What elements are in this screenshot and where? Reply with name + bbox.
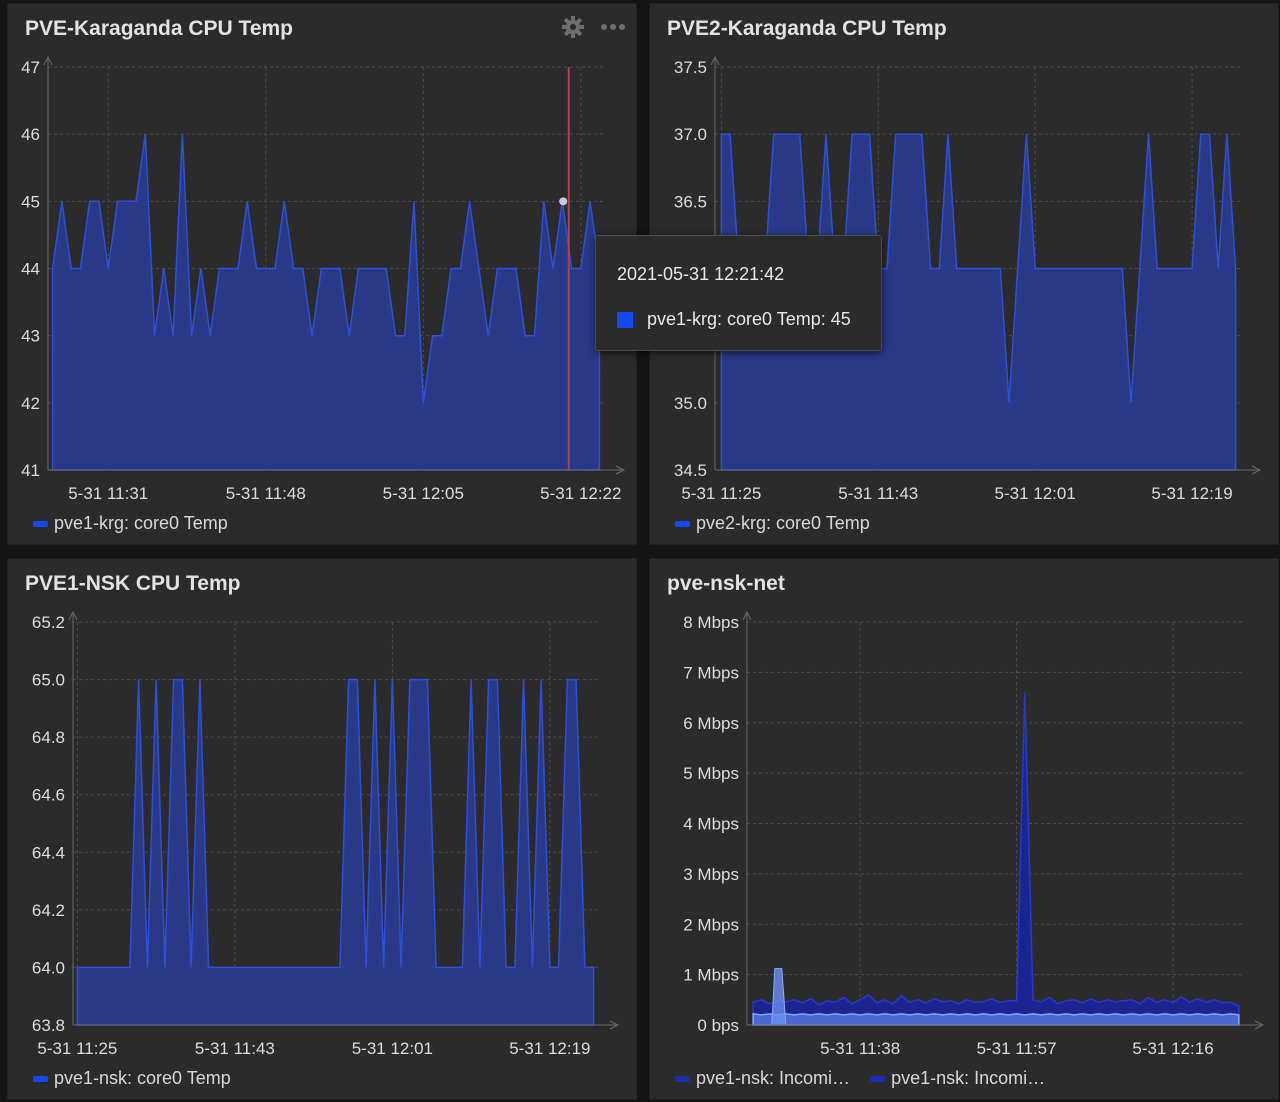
series-area[interactable] — [752, 692, 1240, 1026]
gear-icon[interactable] — [560, 14, 586, 40]
series-area[interactable] — [752, 1013, 1240, 1026]
y-tick-label: 42 — [21, 394, 40, 413]
chart-tooltip: 2021-05-31 12:21:42 pve1-krg: core0 Temp… — [595, 235, 882, 351]
more-icon[interactable] — [600, 14, 626, 40]
y-tick-label: 47 — [21, 58, 40, 77]
tooltip-series-label: pve1-krg: core0 Temp: 45 — [647, 309, 851, 329]
legend-label: pve2-krg: core0 Temp — [696, 513, 870, 533]
panel-title[interactable]: pve-nsk-net — [667, 572, 785, 595]
y-tick-label: 36.5 — [674, 192, 707, 211]
y-tick-label: 64.0 — [32, 958, 65, 977]
legend-swatch — [33, 520, 48, 527]
tooltip-row: pve1-krg: core0 Temp: 45 — [617, 309, 851, 330]
y-tick-label: 3 Mbps — [683, 865, 739, 884]
tooltip-time: 2021-05-31 12:21:42 — [617, 264, 785, 284]
x-tick-label: 5-31 12:05 — [383, 484, 464, 503]
y-tick-label: 41 — [21, 461, 40, 480]
y-tick-label: 4 Mbps — [683, 815, 739, 834]
series-area[interactable] — [76, 678, 595, 1026]
x-tick-label: 5-31 12:01 — [995, 484, 1076, 503]
chart-pve1-nsk-cpu-temp[interactable]: 63.8 64.0 64.2 64.4 64.6 64.8 65.0 65.2 5-31 11:… — [8, 559, 636, 1099]
tooltip-swatch — [617, 311, 633, 328]
panel-pve-karaganda-cpu-temp: PVE-Karaganda CPU Temp — [7, 3, 637, 545]
y-tick-label: 45 — [21, 192, 40, 211]
legend-swatch — [675, 1075, 690, 1082]
x-tick-label: 5-31 11:25 — [681, 484, 761, 503]
legend: pve1-nsk: core0 Temp — [33, 1068, 231, 1089]
x-tick-label: 5-31 11:57 — [977, 1039, 1057, 1058]
y-tick-label: 64.8 — [32, 728, 65, 747]
x-tick-label: 5-31 12:19 — [509, 1039, 590, 1058]
y-tick-label: 43 — [21, 327, 40, 346]
x-tick-label: 5-31 11:43 — [195, 1039, 275, 1058]
x-tick-label: 5-31 11:48 — [226, 484, 306, 503]
y-tick-label: 64.4 — [32, 843, 65, 862]
chart-pve-nsk-net[interactable]: 0 bps 1 Mbps 2 Mbps 3 Mbps 4 Mbps 5 Mbps 6 Mbp… — [650, 559, 1278, 1099]
y-axis-arrow — [710, 55, 720, 66]
legend-swatch — [870, 1075, 886, 1082]
y-axis-arrow — [68, 610, 78, 621]
legend-item[interactable]: pve1-nsk: core0 Temp — [33, 1068, 231, 1089]
x-tick-label: 5-31 11:31 — [68, 484, 148, 503]
y-tick-label: 63.8 — [32, 1016, 65, 1035]
y-tick-label: 8 Mbps — [683, 613, 739, 632]
legend-label: pve1-nsk: Incomi… — [696, 1068, 851, 1088]
legend-item[interactable]: pve1-krg: core0 Temp — [33, 513, 228, 534]
x-axis-arrow — [615, 465, 626, 475]
y-tick-label: 37.0 — [674, 125, 707, 144]
x-tick-label: 5-31 11:25 — [37, 1039, 117, 1058]
y-tick-label: 65.0 — [32, 671, 65, 690]
x-tick-label: 5-31 11:38 — [820, 1039, 900, 1058]
x-tick-label: 5-31 12:16 — [1132, 1039, 1213, 1058]
x-tick-label: 5-31 12:01 — [352, 1039, 433, 1058]
x-axis-arrow — [1251, 465, 1262, 475]
panel-pve2-karaganda-cpu-temp: PVE2-Karaganda CPU Temp 34.535.035.536.0… — [649, 3, 1279, 545]
legend-label: pve1-nsk: core0 Temp — [54, 1068, 231, 1088]
panel-title[interactable]: PVE1-NSK CPU Temp — [25, 572, 241, 595]
x-tick-label: 5-31 12:19 — [1151, 484, 1232, 503]
y-tick-label: 7 Mbps — [683, 663, 739, 682]
y-tick-label: 35.0 — [674, 394, 707, 413]
chart-pve-karaganda-cpu-temp[interactable]: 41 42 43 44 45 46 47 5-31 11:31 5-31 11:48 5-31 1… — [8, 4, 636, 544]
series-spike — [771, 968, 787, 1026]
legend-label: pve1-nsk: Incomi… — [891, 1068, 1046, 1088]
legend-swatch — [33, 1075, 48, 1082]
panel-title[interactable]: PVE2-Karaganda CPU Temp — [667, 17, 947, 40]
hover-point — [559, 197, 568, 206]
x-tick-label: 5-31 11:43 — [838, 484, 918, 503]
x-axis-arrow — [1254, 1020, 1265, 1030]
y-tick-label: 0 bps — [697, 1016, 739, 1035]
panel-pve1-nsk-cpu-temp: PVE1-NSK CPU Temp 63.8 64.0 64.2 64.4 64.6 64… — [7, 558, 637, 1100]
series-area[interactable] — [51, 134, 601, 471]
legend-item[interactable]: pve1-nsk: Incomi… — [675, 1068, 850, 1089]
legend-label: pve1-krg: core0 Temp — [54, 513, 228, 533]
y-tick-label: 34.5 — [674, 461, 707, 480]
y-axis-arrow — [742, 610, 752, 621]
legend: pve2-krg: core0 Temp — [675, 513, 870, 534]
panel-title[interactable]: PVE-Karaganda CPU Temp — [25, 17, 294, 40]
y-tick-label: 6 Mbps — [683, 714, 739, 733]
panel-controls — [560, 14, 626, 40]
y-tick-label: 5 Mbps — [683, 764, 739, 783]
legend-item[interactable]: pve1-nsk: Incomi… — [870, 1068, 1045, 1089]
y-tick-label: 1 Mbps — [683, 966, 739, 985]
legend: pve1-nsk: Incomi… pve1-nsk: Incomi… — [675, 1068, 1045, 1089]
y-tick-label: 65.2 — [32, 613, 65, 632]
y-tick-label: 2 Mbps — [683, 915, 739, 934]
series-area[interactable] — [720, 133, 1237, 471]
legend-swatch — [675, 520, 690, 527]
x-tick-label: 5-31 12:22 — [540, 484, 621, 503]
legend: pve1-krg: core0 Temp — [33, 513, 228, 534]
y-axis-arrow — [43, 55, 53, 66]
legend-item[interactable]: pve2-krg: core0 Temp — [675, 513, 870, 534]
y-tick-label: 37.5 — [674, 58, 707, 77]
y-tick-label: 64.6 — [32, 786, 65, 805]
y-tick-label: 64.2 — [32, 901, 65, 920]
x-axis-arrow — [609, 1020, 620, 1030]
y-tick-label: 44 — [21, 260, 40, 279]
y-tick-label: 46 — [21, 125, 40, 144]
panel-pve-nsk-net: pve-nsk-net 0 bps 1 Mbps 2 Mbps 3 Mbps 4 Mbp… — [649, 558, 1279, 1100]
